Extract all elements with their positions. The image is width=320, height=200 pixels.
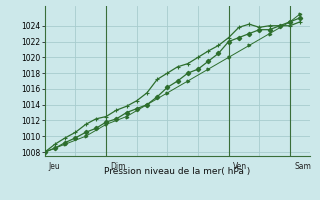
Text: Dim: Dim bbox=[110, 162, 126, 171]
Text: Jeu: Jeu bbox=[49, 162, 60, 171]
Text: Ven: Ven bbox=[233, 162, 247, 171]
X-axis label: Pression niveau de la mer( hPa ): Pression niveau de la mer( hPa ) bbox=[104, 167, 251, 176]
Text: Sam: Sam bbox=[294, 162, 311, 171]
